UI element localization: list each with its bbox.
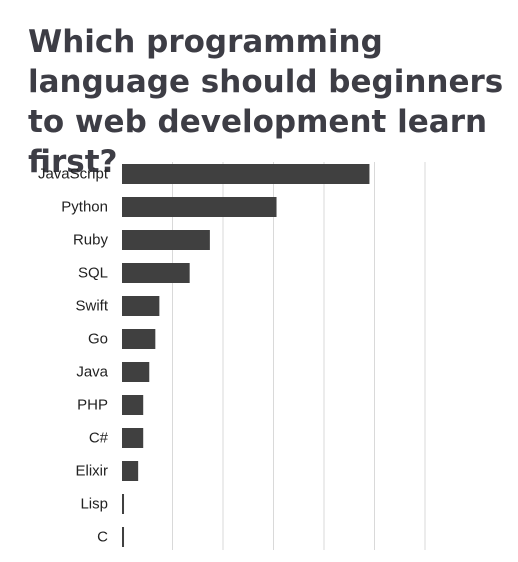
category-label: Ruby: [73, 232, 109, 249]
bar-php: [122, 395, 144, 415]
category-label: PHP: [77, 397, 108, 414]
category-label: Lisp: [80, 496, 108, 513]
bar-go: [122, 329, 156, 349]
bar-lisp: [122, 494, 125, 514]
grid-lines: [172, 162, 426, 550]
chart-title: Which programming language should beginn…: [28, 24, 504, 180]
bar-swift: [122, 296, 160, 316]
category-label: SQL: [78, 265, 108, 282]
bar-sql: [122, 263, 190, 283]
category-label: Elixir: [76, 463, 109, 480]
bar-elixir: [122, 461, 139, 481]
category-label: Swift: [75, 298, 108, 315]
bars: [122, 164, 370, 547]
category-label: Go: [88, 331, 108, 348]
category-label: C: [97, 529, 108, 546]
category-label: JavaScript: [38, 166, 109, 183]
category-label: Python: [61, 199, 108, 216]
bar-python: [122, 197, 277, 217]
category-label: C#: [89, 430, 109, 447]
bar-c-: [122, 428, 144, 448]
bar-javascript: [122, 164, 370, 184]
bar-c: [122, 527, 125, 547]
category-labels: JavaScript Python Ruby SQL Swift Go Java PHP C# E…: [38, 166, 109, 546]
category-label: Java: [76, 364, 108, 381]
bar-java: [122, 362, 150, 382]
bar-ruby: [122, 230, 210, 250]
